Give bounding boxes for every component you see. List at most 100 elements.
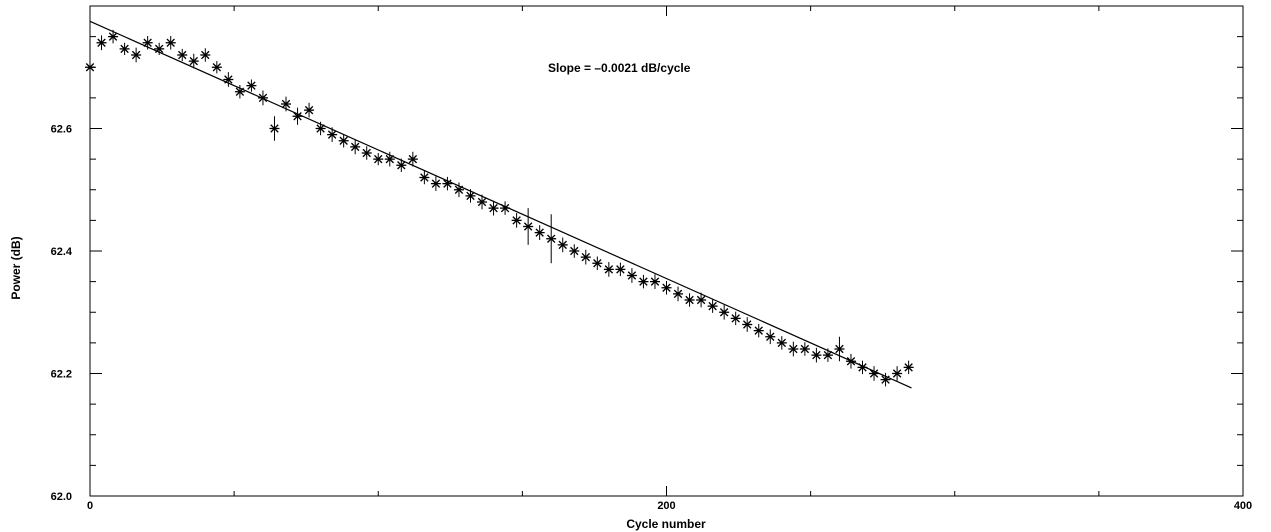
data-point <box>696 292 707 308</box>
data-point <box>361 146 372 160</box>
marker-stroke <box>489 203 498 213</box>
data-point <box>557 237 568 253</box>
data-point <box>765 329 776 345</box>
marker-stroke <box>719 308 729 317</box>
marker-stroke <box>166 38 175 47</box>
data-point <box>753 323 764 338</box>
data-point <box>580 249 591 265</box>
data-point <box>234 85 245 99</box>
y-tick-label: 62.0 <box>51 491 72 503</box>
data-point <box>742 317 753 332</box>
data-point <box>673 286 684 302</box>
marker-stroke <box>685 295 694 305</box>
data-point <box>776 336 787 350</box>
marker-stroke <box>247 81 256 90</box>
data-point <box>165 36 176 50</box>
marker-stroke <box>881 375 890 384</box>
marker-stroke <box>835 344 844 354</box>
data-point <box>246 79 257 92</box>
data-point <box>465 189 476 203</box>
data-point <box>488 200 499 216</box>
data-point <box>569 244 580 258</box>
data-point <box>523 208 534 245</box>
axis-ticks <box>89 5 1244 497</box>
y-axis-title: Power (dB) <box>9 236 23 299</box>
marker-stroke <box>362 148 371 158</box>
marker-stroke <box>235 87 245 96</box>
data-point <box>257 90 268 106</box>
data-point <box>419 170 430 185</box>
data-point <box>108 29 119 44</box>
marker-stroke <box>108 32 118 41</box>
data-point <box>477 194 488 210</box>
marker-stroke <box>523 222 533 231</box>
marker-stroke <box>178 50 187 60</box>
data-point <box>638 274 649 289</box>
marker-stroke <box>581 252 590 262</box>
marker-stroke <box>789 344 798 354</box>
data-point <box>85 61 95 74</box>
marker-stroke <box>869 369 879 378</box>
x-tick-label: 200 <box>657 500 675 512</box>
marker-stroke <box>777 338 787 348</box>
data-point <box>223 72 234 87</box>
data-point <box>442 176 453 191</box>
data-point <box>96 35 107 51</box>
marker-stroke <box>374 154 383 164</box>
marker-stroke <box>212 63 222 72</box>
marker-stroke <box>662 283 671 292</box>
marker-stroke <box>477 197 487 207</box>
x-tick-label: 400 <box>1234 500 1252 512</box>
data-point <box>373 153 384 166</box>
x-tick-label: 0 <box>87 500 93 512</box>
data-point <box>154 42 165 55</box>
data-point <box>500 201 511 215</box>
data-point <box>430 176 441 191</box>
data-point <box>661 281 672 295</box>
marker-stroke <box>143 38 152 47</box>
data-point <box>880 372 891 387</box>
data-point <box>304 102 315 118</box>
marker-stroke <box>743 320 752 329</box>
y-tick-label: 62.6 <box>51 124 72 136</box>
data-point <box>534 225 545 240</box>
data-point <box>719 304 730 320</box>
data-point <box>845 353 856 369</box>
marker-stroke <box>593 259 602 268</box>
data-point <box>788 341 799 357</box>
marker-stroke <box>420 173 429 182</box>
marker-stroke <box>339 136 348 145</box>
data-point <box>200 48 211 62</box>
marker-stroke <box>408 154 418 164</box>
marker-stroke <box>281 99 291 109</box>
data-point <box>615 262 626 277</box>
marker-stroke <box>189 56 198 66</box>
data-point <box>603 262 614 277</box>
data-point <box>892 366 903 381</box>
marker-stroke <box>696 295 706 305</box>
marker-stroke <box>327 130 337 139</box>
marker-stroke <box>431 179 441 188</box>
data-point <box>822 348 833 362</box>
marker-stroke <box>120 44 129 54</box>
data-point <box>177 48 188 62</box>
data-point <box>857 360 868 375</box>
data-point <box>626 268 637 283</box>
marker-stroke <box>846 357 856 366</box>
data-point <box>707 299 718 313</box>
slope-annotation: Slope = –0.0021 dB/cycle <box>548 61 691 75</box>
marker-stroke <box>131 50 141 60</box>
y-tick-label: 62.4 <box>51 246 73 258</box>
marker-stroke <box>535 228 544 237</box>
fit-line-group <box>89 20 912 389</box>
marker-stroke <box>270 124 279 133</box>
data-point <box>546 214 557 264</box>
marker-stroke <box>639 277 648 286</box>
data-point <box>799 342 810 356</box>
marker-stroke <box>454 185 464 194</box>
marker-stroke <box>766 332 775 341</box>
x-axis-title: Cycle number <box>626 517 706 531</box>
data-point <box>131 47 142 63</box>
data-points <box>85 29 914 387</box>
